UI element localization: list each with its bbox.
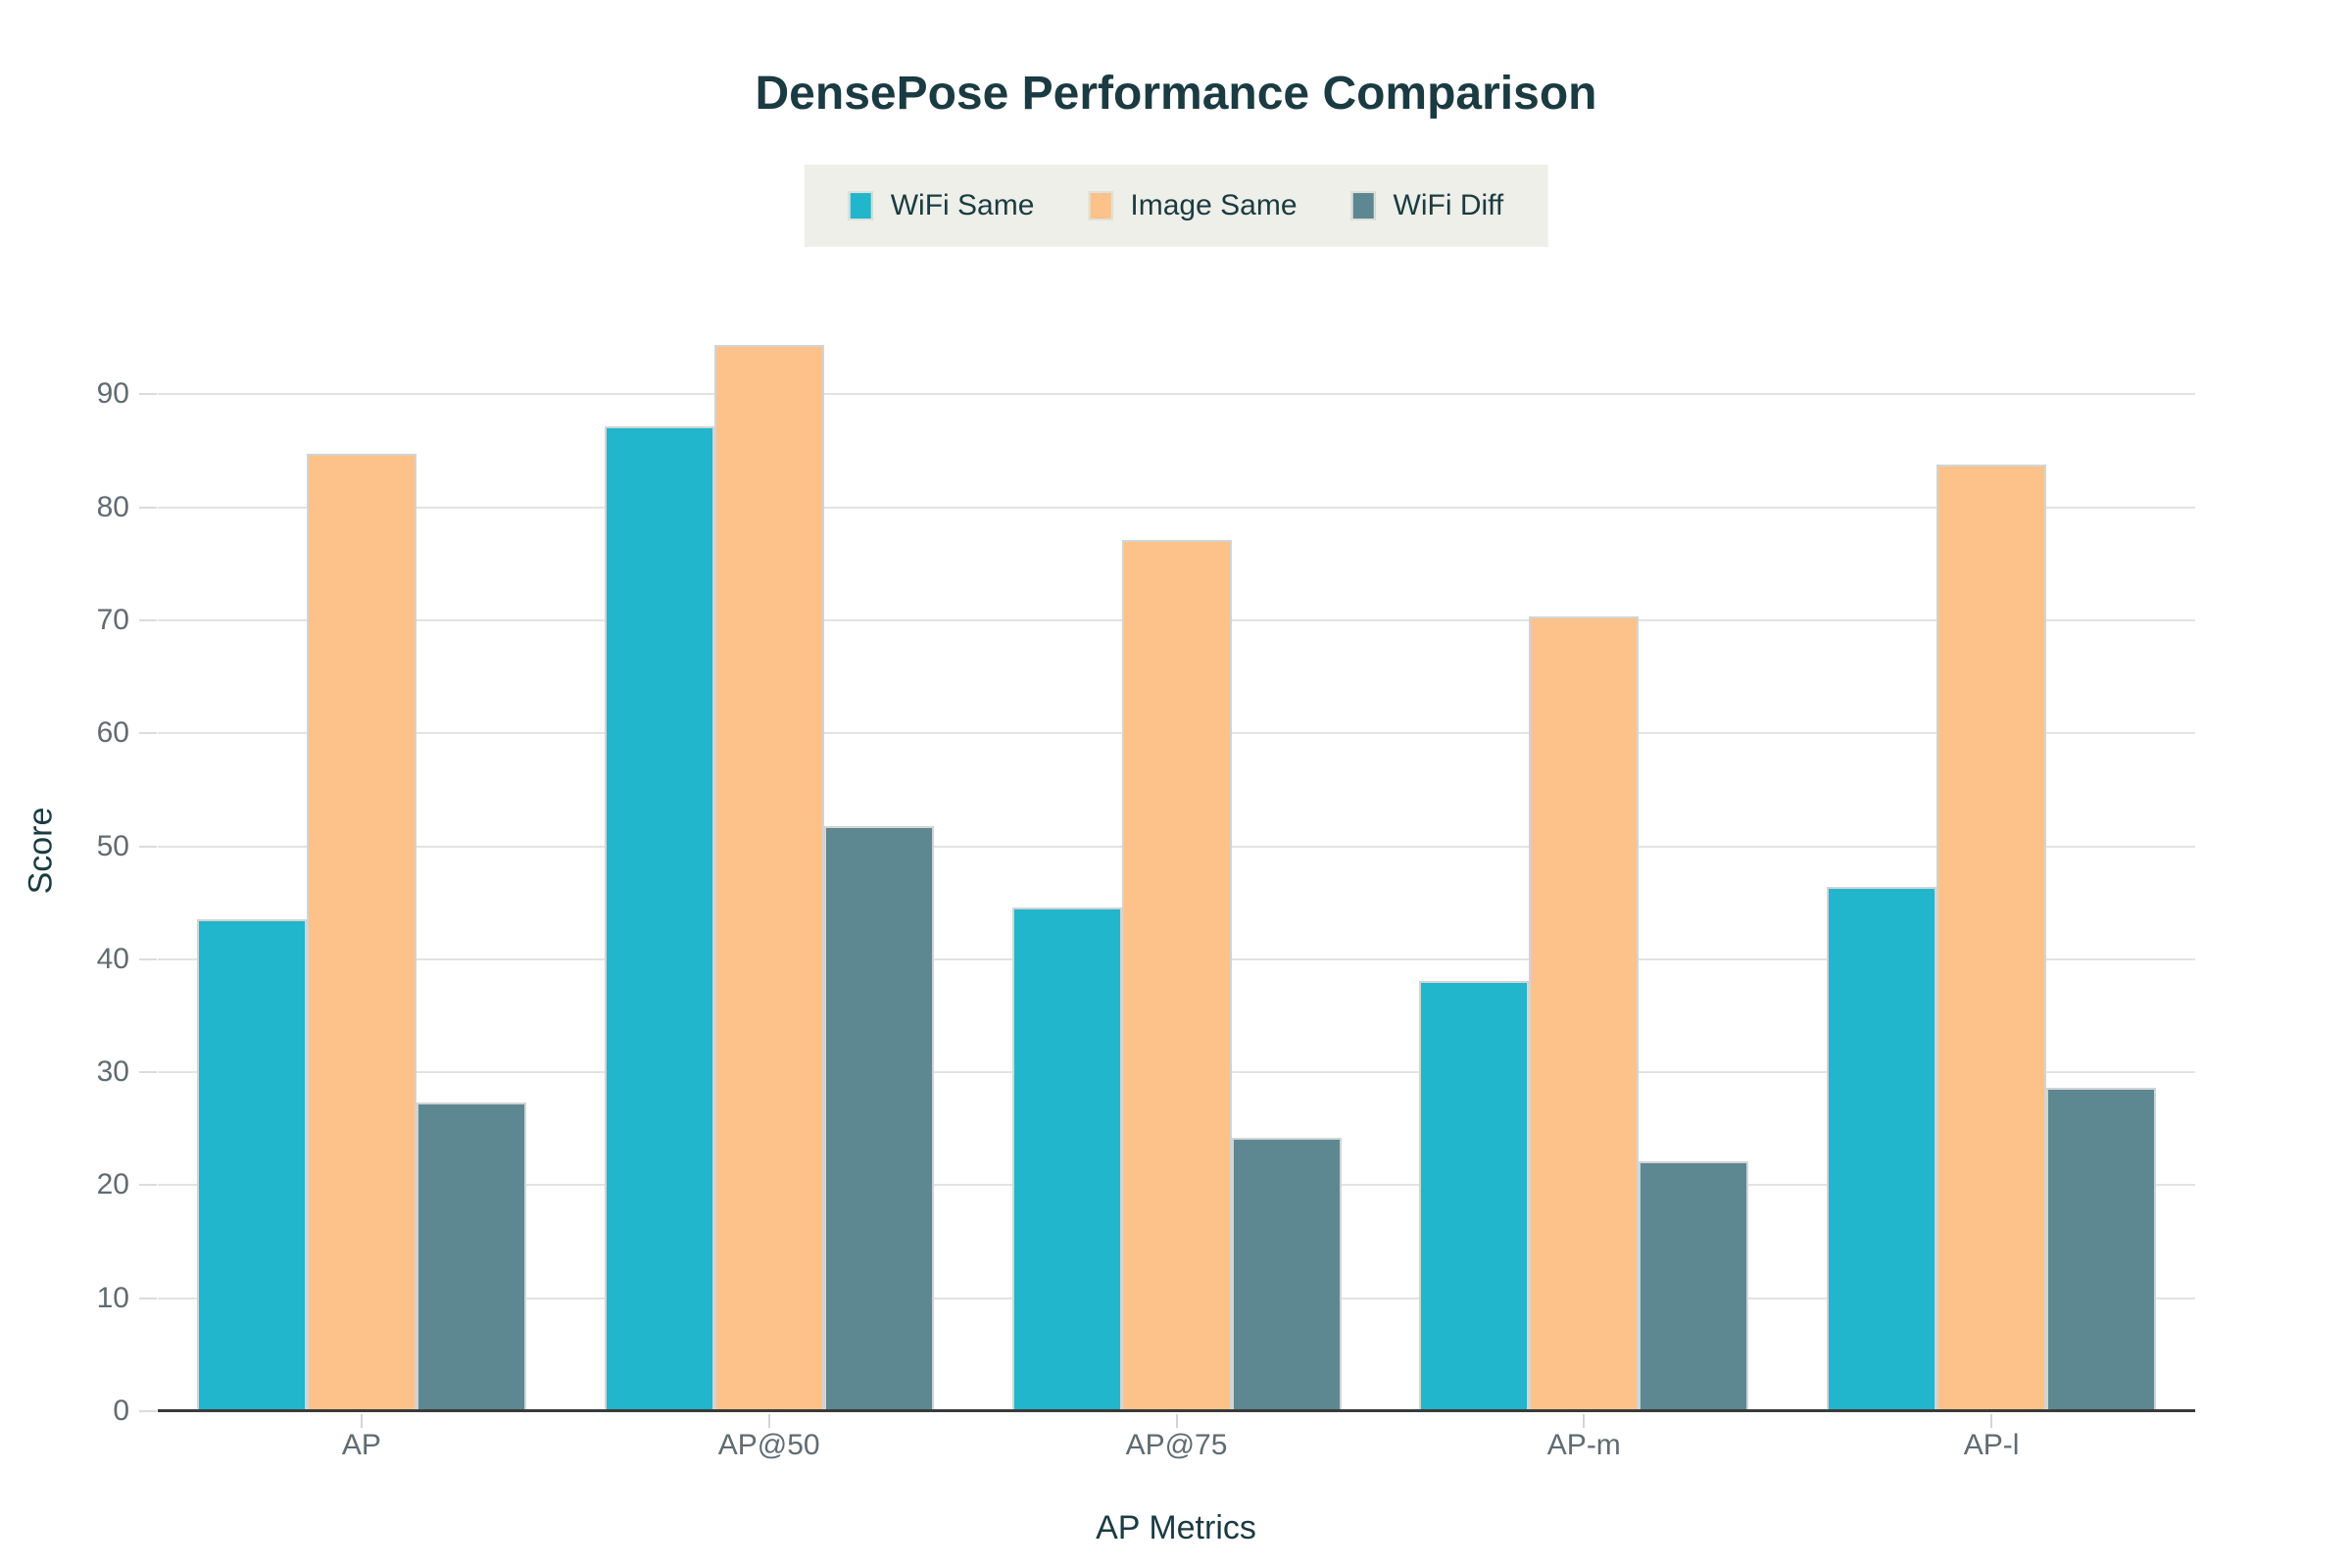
legend: WiFi Same Image Same WiFi Diff	[804, 165, 1548, 247]
x-tick-label-ap-l: AP-l	[1963, 1429, 2020, 1461]
y-tick-label: 90	[96, 377, 129, 411]
x-axis-title: AP Metrics	[1096, 1509, 1256, 1546]
bar-image-same-ap-75	[1121, 540, 1232, 1411]
bar-wifi-diff-ap-m	[1639, 1161, 1749, 1411]
bar-image-same-ap-m	[1529, 616, 1640, 1411]
bar-image-same-ap-50	[713, 344, 824, 1411]
legend-label: Image Same	[1130, 189, 1298, 221]
y-tick-label: 20	[96, 1168, 129, 1201]
x-tick-mark	[1583, 1414, 1586, 1428]
bar-wifi-same-ap-l	[1827, 887, 1937, 1411]
legend-swatch-wifi-same-icon	[848, 191, 873, 220]
bar-wifi-same-ap	[196, 919, 307, 1411]
y-tick-mark	[139, 618, 157, 621]
y-tick-label: 70	[96, 603, 129, 636]
y-tick-mark	[139, 845, 157, 848]
legend-item-wifi-same[interactable]: WiFi Same	[848, 189, 1035, 222]
bar-wifi-same-ap-m	[1419, 980, 1530, 1411]
x-tick-mark	[360, 1414, 363, 1428]
y-tick-mark	[139, 506, 157, 509]
y-tick-mark	[139, 1297, 157, 1299]
legend-swatch-image-same-icon	[1088, 191, 1113, 220]
y-tick-label: 80	[96, 490, 129, 523]
bar-wifi-diff-ap-50	[823, 825, 934, 1411]
y-tick-label: 30	[96, 1055, 129, 1089]
bar-wifi-same-ap-75	[1011, 906, 1122, 1411]
y-tick-mark	[139, 732, 157, 735]
gridline	[158, 506, 2195, 509]
bar-wifi-diff-ap-75	[1231, 1137, 1342, 1411]
y-tick-label: 0	[113, 1395, 129, 1427]
legend-label: WiFi Diff	[1393, 189, 1504, 221]
y-tick-mark	[139, 1184, 157, 1187]
legend-label: WiFi Same	[890, 189, 1035, 221]
plot-area	[158, 323, 2195, 1412]
legend-item-wifi-diff[interactable]: WiFi Diff	[1350, 189, 1504, 222]
bar-wifi-same-ap-50	[604, 425, 714, 1411]
x-tick-mark	[1990, 1414, 1993, 1428]
gridline	[158, 393, 2195, 396]
legend-swatch-wifi-diff-icon	[1350, 191, 1376, 220]
y-tick-mark	[139, 393, 157, 396]
bar-wifi-diff-ap-l	[2046, 1088, 2157, 1411]
x-axis-line	[158, 1409, 2195, 1412]
y-tick-label: 50	[96, 829, 129, 862]
y-tick-label: 60	[96, 716, 129, 750]
x-tick-label-ap: AP	[341, 1429, 381, 1461]
y-tick-mark	[139, 957, 157, 960]
y-tick-label: 10	[96, 1281, 129, 1314]
y-tick-label: 40	[96, 942, 129, 975]
bar-image-same-ap	[306, 454, 416, 1411]
y-tick-mark	[139, 1410, 157, 1412]
x-tick-label-ap-m: AP-m	[1546, 1429, 1621, 1461]
bar-wifi-diff-ap	[416, 1102, 526, 1411]
x-tick-mark	[1175, 1414, 1178, 1428]
bar-image-same-ap-l	[1936, 464, 2047, 1411]
legend-item-image-same[interactable]: Image Same	[1088, 189, 1298, 222]
x-tick-label-ap-50: AP@50	[717, 1429, 820, 1461]
y-tick-mark	[139, 1071, 157, 1074]
x-tick-mark	[767, 1414, 770, 1428]
chart-title: DensePose Performance Comparison	[755, 68, 1597, 120]
x-tick-label-ap-75: AP@75	[1125, 1429, 1228, 1461]
